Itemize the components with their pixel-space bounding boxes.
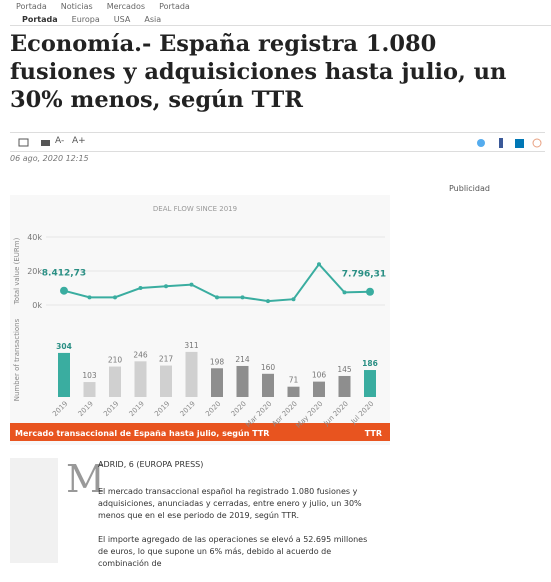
nav-link[interactable]: Asia bbox=[144, 15, 162, 24]
share-icons[interactable] bbox=[475, 137, 545, 149]
font-tool[interactable]: A+ bbox=[72, 136, 86, 146]
bar-label: 311 bbox=[184, 341, 199, 350]
y-tick-label: 0k bbox=[32, 301, 42, 310]
axis-label: Number of transactions bbox=[13, 318, 21, 401]
nav-link[interactable]: USA bbox=[113, 15, 131, 24]
bar bbox=[185, 351, 198, 397]
bar bbox=[313, 381, 325, 397]
ad-label: Publicidad bbox=[449, 184, 490, 193]
font-tool[interactable]: A- bbox=[55, 136, 65, 146]
line-point bbox=[317, 262, 321, 267]
bar bbox=[109, 366, 121, 397]
line-point bbox=[240, 295, 245, 300]
page: Portada Noticias Mercados Portada Portada Eu… bbox=[10, 0, 551, 568]
bar bbox=[211, 368, 223, 397]
nav-link[interactable]: Europa bbox=[71, 15, 100, 24]
bar bbox=[236, 365, 249, 397]
line-point bbox=[138, 286, 143, 290]
nav-link[interactable]: Portada bbox=[16, 2, 47, 11]
paragraph: El importe agregado de las operaciones s… bbox=[98, 535, 368, 568]
line-point bbox=[87, 295, 92, 300]
caption-bar bbox=[10, 423, 390, 441]
line-point bbox=[342, 290, 347, 295]
nav-link[interactable]: Mercados bbox=[106, 2, 146, 11]
line-point bbox=[60, 286, 68, 295]
bar bbox=[262, 373, 274, 397]
line-label: 8.412,73 bbox=[42, 269, 86, 279]
top-nav: Portada Noticias Mercados Portada bbox=[16, 0, 204, 13]
y-tick-label: 40k bbox=[27, 233, 42, 242]
bar bbox=[83, 382, 96, 397]
toolbar: A- A+ bbox=[10, 132, 545, 152]
nav-link[interactable]: Noticias bbox=[60, 2, 93, 11]
caption: Mercado transaccional de España hasta ju… bbox=[15, 429, 269, 438]
bar-label: 210 bbox=[108, 356, 123, 365]
paragraph: El mercado transaccional español ha regi… bbox=[98, 487, 362, 520]
headline: Economía.- España registra 1.080 fusione… bbox=[10, 31, 507, 113]
line-point bbox=[215, 295, 219, 300]
bar-label: 217 bbox=[159, 355, 174, 364]
sub-nav: Portada Europa USA Asia bbox=[10, 8, 551, 26]
bar bbox=[134, 361, 147, 397]
article-body: El mercado transaccional español ha regi… bbox=[98, 486, 373, 582]
bar-label: 145 bbox=[337, 365, 352, 374]
bar-label: 304 bbox=[56, 342, 72, 351]
bar-label: 160 bbox=[261, 363, 276, 372]
line-label: 7.796,31 bbox=[342, 270, 386, 280]
line-point bbox=[266, 299, 270, 304]
bar-label: 103 bbox=[82, 371, 97, 380]
tool-icons[interactable] bbox=[18, 137, 58, 149]
side-box bbox=[10, 458, 58, 563]
bar-label: 71 bbox=[289, 376, 299, 385]
bar-label: 246 bbox=[133, 350, 148, 359]
bar-label: 214 bbox=[235, 355, 250, 364]
bar bbox=[287, 386, 300, 397]
nav-link[interactable]: Portada bbox=[22, 15, 58, 24]
line-point bbox=[113, 295, 117, 300]
bar bbox=[338, 375, 351, 397]
line-point bbox=[164, 284, 168, 289]
y-tick-label: 20k bbox=[27, 267, 42, 276]
bar bbox=[364, 370, 376, 397]
bar-label: 186 bbox=[362, 359, 378, 368]
source: TTR bbox=[365, 429, 382, 438]
bar-label: 106 bbox=[312, 371, 327, 380]
dateline: ADRID, 6 (EUROPA PRESS) bbox=[98, 460, 204, 469]
figure: DEAL FLOW SINCE 2019 Total value (EURm) … bbox=[10, 195, 390, 445]
nav-link[interactable]: Portada bbox=[159, 2, 190, 11]
axis-label: Total value (EURm) bbox=[13, 237, 21, 305]
figure-title: DEAL FLOW SINCE 2019 bbox=[153, 205, 237, 213]
line-point bbox=[291, 297, 296, 302]
line-point bbox=[189, 282, 194, 287]
bar-label: 198 bbox=[210, 357, 225, 366]
bar bbox=[160, 365, 172, 397]
line-point bbox=[366, 287, 374, 296]
dropcap: M bbox=[66, 457, 105, 501]
date: 06 ago, 2020 12:15 bbox=[10, 154, 89, 163]
bar bbox=[58, 352, 70, 397]
